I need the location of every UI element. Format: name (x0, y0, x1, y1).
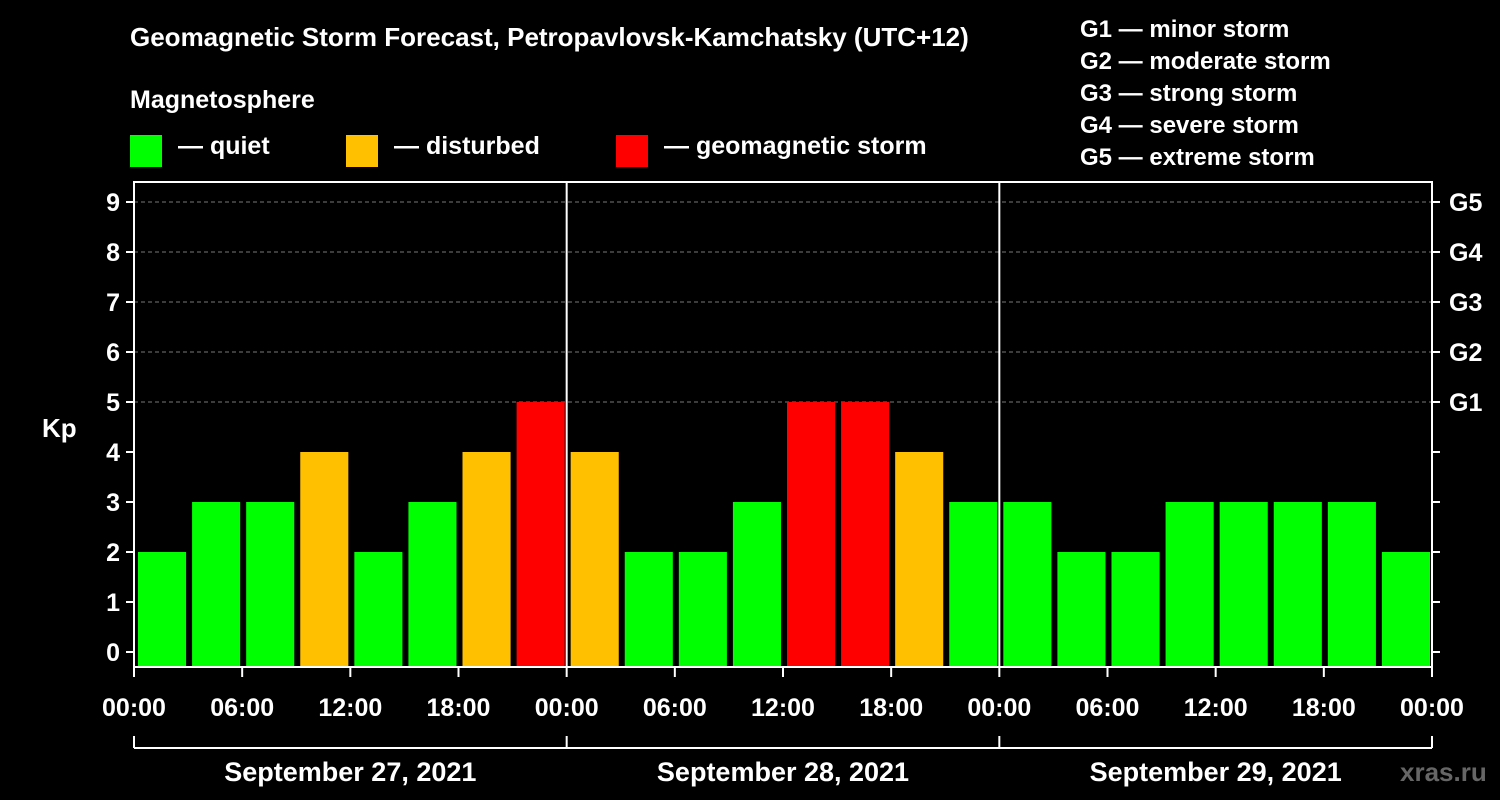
kp-bar (570, 452, 619, 667)
kp-bar (1003, 502, 1052, 667)
x-tick-label: 12:00 (1184, 694, 1248, 722)
x-tick-label: 06:00 (210, 694, 274, 722)
kp-bar (1273, 502, 1322, 667)
kp-bar (246, 502, 295, 667)
y-tick-label: 7 (106, 289, 120, 317)
storm-level-tick-label: G1 (1449, 389, 1482, 417)
x-tick-label: 00:00 (967, 694, 1031, 722)
x-tick-label: 12:00 (318, 694, 382, 722)
watermark: xras.ru (1400, 757, 1487, 787)
y-axis-label: Kp (42, 413, 77, 443)
kp-bar (895, 452, 944, 667)
legend-swatch-disturbed (346, 135, 378, 167)
y-tick-label: 8 (106, 239, 120, 267)
legend-label-quiet: — quiet (178, 132, 270, 160)
chart-title: Geomagnetic Storm Forecast, Petropavlovs… (130, 22, 969, 52)
kp-bar (192, 502, 241, 667)
x-tick-label: 00:00 (1400, 694, 1464, 722)
storm-level-tick-label: G2 (1449, 339, 1482, 367)
kp-bar (1381, 552, 1430, 667)
kp-bar (1057, 552, 1106, 667)
storm-level-tick-label: G3 (1449, 289, 1482, 317)
kp-bar (949, 502, 998, 667)
date-label: September 29, 2021 (1090, 757, 1342, 787)
legend-label-disturbed: — disturbed (394, 132, 540, 160)
kp-bar (787, 402, 836, 667)
date-label: September 28, 2021 (657, 757, 909, 787)
storm-level-g5: G5 — extreme storm (1080, 144, 1315, 171)
kp-bar (624, 552, 673, 667)
storm-level-g3: G3 — strong storm (1080, 80, 1298, 107)
kp-bar (354, 552, 403, 667)
storm-level-tick-label: G5 (1449, 189, 1482, 217)
kp-bar (462, 452, 511, 667)
x-tick-label: 18:00 (427, 694, 491, 722)
kp-bar (732, 502, 781, 667)
y-tick-label: 0 (106, 639, 120, 667)
x-tick-label: 00:00 (535, 694, 599, 722)
kp-bar (1111, 552, 1160, 667)
x-tick-label: 18:00 (859, 694, 923, 722)
x-tick-label: 12:00 (751, 694, 815, 722)
kp-bar (300, 452, 349, 667)
x-tick-label: 18:00 (1292, 694, 1356, 722)
storm-level-g1: G1 — minor storm (1080, 16, 1290, 43)
y-tick-label: 5 (106, 389, 120, 417)
y-tick-label: 9 (106, 189, 120, 217)
x-tick-label: 00:00 (102, 694, 166, 722)
legend-label-storm: — geomagnetic storm (664, 132, 927, 160)
y-tick-label: 6 (106, 339, 120, 367)
date-label: September 27, 2021 (224, 757, 476, 787)
storm-level-tick-label: G4 (1449, 239, 1482, 267)
legend-swatch-quiet (130, 135, 162, 167)
kp-bar (678, 552, 727, 667)
legend-swatch-storm (616, 135, 648, 167)
y-tick-label: 2 (106, 539, 120, 567)
y-tick-label: 1 (106, 589, 120, 617)
legend-title: Magnetosphere (130, 86, 315, 114)
kp-bar (138, 552, 187, 667)
x-tick-label: 06:00 (643, 694, 707, 722)
y-tick-label: 4 (106, 439, 120, 467)
kp-bar (1165, 502, 1214, 667)
kp-bar (516, 402, 565, 667)
kp-bar (1219, 502, 1268, 667)
x-tick-label: 06:00 (1076, 694, 1140, 722)
storm-level-g2: G2 — moderate storm (1080, 48, 1331, 75)
kp-bar (1327, 502, 1376, 667)
kp-bar (408, 502, 457, 667)
storm-level-g4: G4 — severe storm (1080, 112, 1299, 139)
kp-bar (841, 402, 890, 667)
y-tick-label: 3 (106, 489, 120, 517)
